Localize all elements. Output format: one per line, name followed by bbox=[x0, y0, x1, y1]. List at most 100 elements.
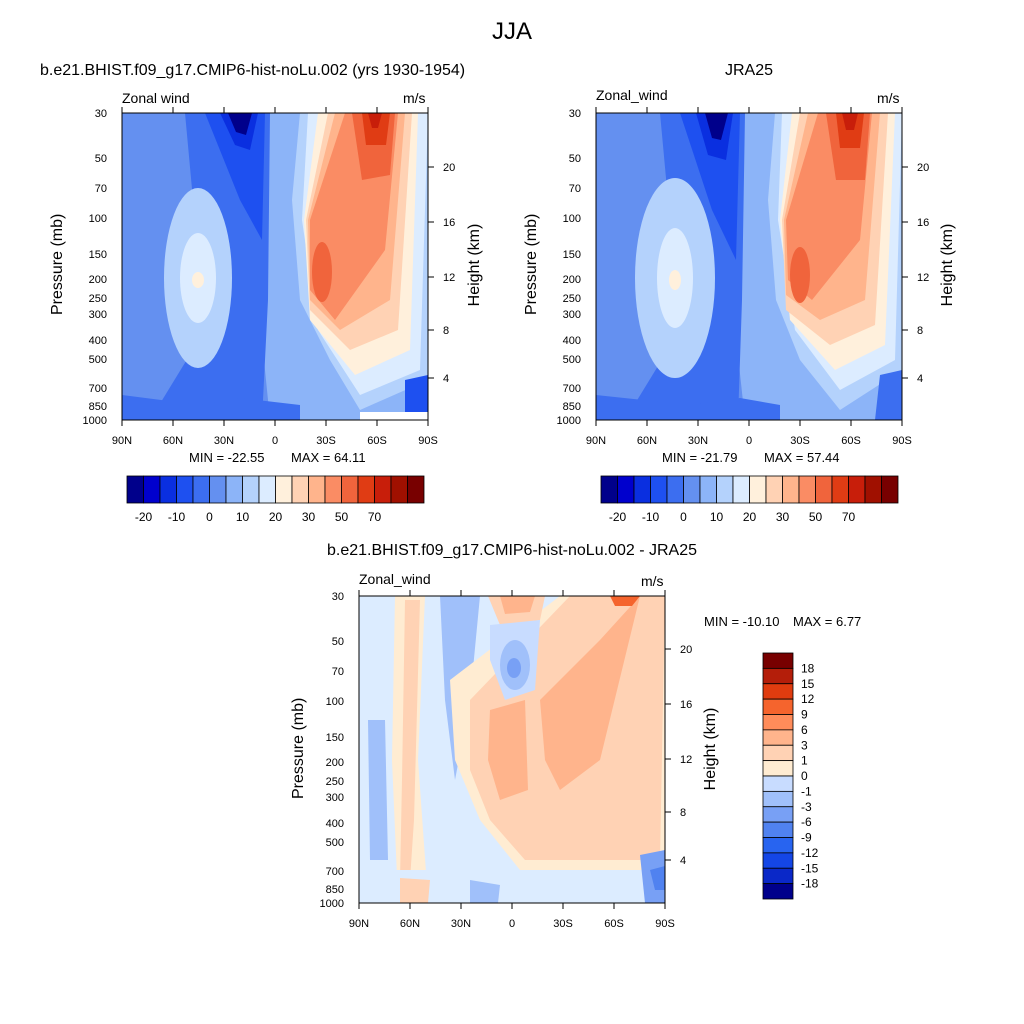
x-tick-label: 90N bbox=[586, 435, 606, 447]
panel-diff-units-label: m/s bbox=[641, 573, 664, 589]
colorbar-swatch bbox=[176, 475, 194, 504]
x-tick-label: 90S bbox=[892, 435, 912, 447]
colorbar-swatch bbox=[192, 475, 210, 504]
y-right-tick-label: 16 bbox=[443, 217, 455, 229]
y-tick-label: 250 bbox=[326, 776, 344, 788]
panel-obs-max: MAX = 57.44 bbox=[764, 450, 840, 465]
panel-obs-min: MIN = -21.79 bbox=[662, 450, 738, 465]
panel-obs-axes: 90N 60N 30N 0 30S 60S 90S 30 50 70 100 1… bbox=[557, 107, 929, 447]
panel-model-colorbar-labels: -20 -10 0 10 20 30 50 70 bbox=[135, 510, 382, 524]
y-tick-label: 30 bbox=[95, 108, 107, 120]
colorbar-swatch bbox=[762, 760, 794, 777]
colorbar-label: 10 bbox=[236, 510, 250, 524]
y-tick-label: 400 bbox=[326, 818, 344, 830]
colorbar-swatch bbox=[762, 821, 794, 838]
colorbar-label: -18 bbox=[801, 877, 819, 891]
panel-obs-ylabel: Pressure (mb) bbox=[523, 213, 540, 315]
y-tick-label: 150 bbox=[326, 732, 344, 744]
y-tick-label: 150 bbox=[89, 249, 107, 261]
colorbar-swatch bbox=[762, 714, 794, 731]
y-tick-label: 70 bbox=[569, 183, 581, 195]
y-tick-label: 250 bbox=[89, 293, 107, 305]
colorbar-label: -9 bbox=[801, 831, 812, 845]
y-tick-label: 300 bbox=[326, 792, 344, 804]
y-tick-label: 50 bbox=[332, 636, 344, 648]
panel-diff-min: MIN = -10.10 bbox=[704, 614, 780, 629]
colorbar-swatch bbox=[762, 667, 794, 685]
y-right-tick-label: 4 bbox=[443, 373, 449, 385]
y-tick-label: 700 bbox=[563, 383, 581, 395]
x-tick-label: 30S bbox=[553, 918, 573, 930]
colorbar-swatch bbox=[225, 475, 243, 504]
x-tick-label: 30N bbox=[688, 435, 708, 447]
colorbar-swatch bbox=[242, 475, 260, 504]
colorbar-label: 1 bbox=[801, 754, 808, 768]
panel-diff-field bbox=[359, 596, 665, 903]
colorbar-swatch bbox=[762, 775, 794, 792]
colorbar-swatch bbox=[762, 837, 794, 854]
colorbar-swatch bbox=[143, 475, 161, 504]
y-right-tick-label: 20 bbox=[443, 162, 455, 174]
colorbar-swatch bbox=[762, 698, 794, 715]
y-tick-label: 850 bbox=[563, 401, 581, 413]
x-tick-label: 90N bbox=[112, 435, 132, 447]
colorbar-swatch bbox=[732, 475, 750, 504]
panel-model-colorbar bbox=[126, 475, 425, 504]
colorbar-swatch bbox=[762, 806, 794, 823]
colorbar-swatch bbox=[749, 475, 767, 504]
colorbar-swatch bbox=[600, 475, 618, 504]
x-tick-label: 0 bbox=[746, 435, 752, 447]
x-tick-label: 60S bbox=[604, 918, 624, 930]
colorbar-swatch bbox=[762, 790, 794, 808]
panel-obs-variable-label: Zonal_wind bbox=[596, 87, 668, 103]
colorbar-swatch bbox=[209, 475, 227, 504]
y-tick-label: 850 bbox=[326, 884, 344, 896]
panel-obs-title: JRA25 bbox=[724, 62, 774, 79]
colorbar-label: 12 bbox=[801, 692, 815, 706]
panel-model-ylabel: Pressure (mb) bbox=[49, 213, 66, 315]
colorbar-label: 70 bbox=[368, 510, 382, 524]
panel-diff-max: MAX = 6.77 bbox=[793, 614, 862, 629]
y-right-tick-label: 4 bbox=[917, 373, 923, 385]
colorbar-label: 0 bbox=[680, 510, 687, 524]
y-tick-label: 100 bbox=[89, 213, 107, 225]
panel-model-variable-label: Zonal wind bbox=[122, 90, 190, 106]
colorbar-swatch bbox=[374, 475, 392, 504]
colorbar-label: -10 bbox=[168, 510, 186, 524]
y-right-tick-label: 12 bbox=[917, 272, 929, 284]
y-tick-label: 1000 bbox=[320, 898, 344, 910]
x-tick-label: 60S bbox=[841, 435, 861, 447]
colorbar-label: 50 bbox=[809, 510, 823, 524]
colorbar-swatch bbox=[357, 475, 375, 504]
panel-obs-colorbar bbox=[600, 475, 899, 504]
colorbar-swatch bbox=[699, 475, 717, 504]
y-tick-label: 150 bbox=[563, 249, 581, 261]
y-tick-label: 200 bbox=[89, 274, 107, 286]
colorbar-swatch bbox=[308, 475, 326, 504]
x-tick-label: 90S bbox=[655, 918, 675, 930]
colorbar-swatch bbox=[762, 729, 794, 746]
colorbar-label: 30 bbox=[776, 510, 790, 524]
y-tick-label: 1000 bbox=[557, 415, 581, 427]
colorbar-swatch bbox=[762, 867, 794, 885]
y-tick-label: 200 bbox=[563, 274, 581, 286]
panel-model-field bbox=[122, 113, 428, 420]
colorbar-swatch bbox=[848, 475, 866, 504]
colorbar-label: 50 bbox=[335, 510, 349, 524]
x-tick-label: 30N bbox=[214, 435, 234, 447]
colorbar-swatch bbox=[716, 475, 734, 504]
y-tick-label: 30 bbox=[332, 591, 344, 603]
panel-obs-ylabel-right: Height (km) bbox=[939, 223, 956, 307]
y-right-tick-label: 20 bbox=[680, 644, 692, 656]
y-tick-label: 30 bbox=[569, 108, 581, 120]
colorbar-swatch bbox=[275, 475, 293, 504]
colorbar-swatch bbox=[683, 475, 701, 504]
colorbar-swatch bbox=[126, 475, 144, 504]
y-tick-label: 700 bbox=[89, 383, 107, 395]
colorbar-swatch bbox=[258, 475, 276, 504]
colorbar-swatch bbox=[762, 744, 794, 762]
y-tick-label: 400 bbox=[563, 335, 581, 347]
colorbar-swatch bbox=[159, 475, 177, 504]
